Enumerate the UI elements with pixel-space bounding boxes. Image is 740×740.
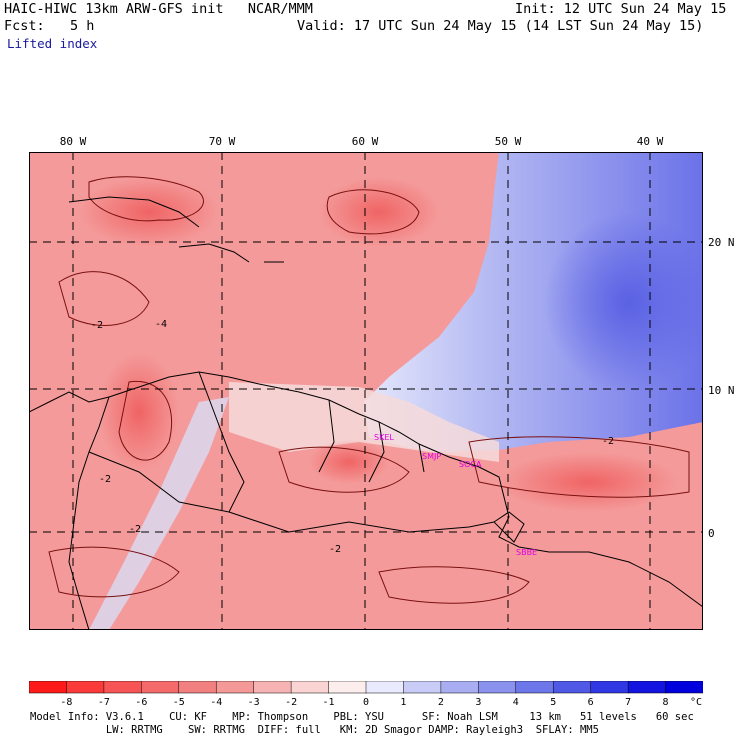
unstable-area-atlantic [319,177,439,247]
lon-label-50w: 50 W [494,135,522,148]
contour-label: -2 [602,436,614,447]
colorbar-swatch [552,681,592,694]
colorbar-tick-label: -7 [98,697,110,707]
lat-label-equator: 0 [708,527,715,540]
lon-label-60w: 60 W [351,135,379,148]
lon-label-40w: 40 W [636,135,664,148]
forecast-hour: 5 h [70,18,95,34]
colorbar-swatch [290,681,330,694]
station-skel: SKEL [374,433,394,442]
colorbar-swatch [141,681,180,694]
init-time: Init: 12 UTC Sun 24 May 15 [515,1,727,17]
colorbar-tick-label: -4 [210,697,222,707]
colorbar-swatch [29,681,68,694]
colorbar-swatch [590,681,629,694]
colorbar-tick-label: -8 [60,697,72,707]
colorbar-tick-label: -2 [285,697,297,707]
colorbar-tick-label: 1 [400,697,406,707]
contour-label: -2 [91,320,103,331]
colorbar-tick-label: -3 [248,697,260,707]
colorbar-tick-label: -5 [173,697,185,707]
lon-label-80w: 80 W [59,135,87,148]
lifted-index-map: -2 -4 -2 -2 -2 -2 SKEL SMJP SOCA SBBE [29,152,703,630]
colorbar: -8 -7 -6 -5 -4 -3 -2 -1 0 1 2 3 4 5 6 7 8 °C [29,681,703,707]
colorbar-tick-label: 4 [513,697,519,707]
forecast-label: Fcst: [4,18,45,34]
colorbar-tick-label: 2 [438,697,444,707]
colorbar-tick-label: -1 [323,697,335,707]
colorbar-swatch [365,681,405,694]
unstable-area-cuba [79,177,219,247]
colorbar-swatch [665,681,703,694]
colorbar-swatch [403,681,442,694]
map-frame [29,152,703,630]
model-info-line-1: Model Info: V3.6.1 CU: KF MP: Thompson P… [30,711,694,723]
station-sbbe: SBBE [516,548,537,557]
neutral-andes [89,397,229,630]
station-soca: SOCA [459,460,482,469]
colorbar-swatch [103,681,143,694]
lat-label-20n: 20 N [708,236,735,249]
colorbar-tick-label: -6 [135,697,147,707]
lon-label-70w: 70 W [208,135,236,148]
model-info-line-2: LW: RRTMG SW: RRTMG DIFF: full KM: 2D Sm… [30,724,599,736]
field-name: Lifted index [7,36,98,51]
unstable-area-colombia [99,352,179,472]
lat-label-10n: 10 N [708,384,735,397]
colorbar-swatch [328,681,367,694]
colorbar-tick-label: 5 [550,697,556,707]
colorbar-swatch [478,681,517,694]
unstable-area-brazil [499,452,679,512]
contours [48,176,690,604]
colorbar-swatch [627,681,667,694]
contour-label: -2 [99,474,111,485]
station-smjp: SMJP [422,452,441,461]
coastlines [29,196,703,630]
colorbar-swatch [515,681,554,694]
colorbar-tick-label: 7 [625,697,631,707]
neutral-band [229,382,499,462]
colorbar-swatch [178,681,217,694]
stable-core [544,212,703,392]
colorbar-swatch [215,681,255,694]
lat-lon-grid [29,152,703,630]
colorbar-tick-label: 8 [663,697,669,707]
colorbar-swatch [440,681,480,694]
contour-label: -2 [329,544,341,555]
colorbar-swatch [66,681,105,694]
contour-label: -2 [129,524,141,535]
colorbar-swatch [253,681,292,694]
colorbar-tick-label: 3 [475,697,481,707]
contour-label: -4 [155,319,167,330]
colorbar-tick-label: 0 [363,697,369,707]
colorbar-unit: °C [690,697,702,707]
model-title: HAIC-HIWC 13km ARW-GFS init NCAR/MMM [4,1,313,17]
valid-time: Valid: 17 UTC Sun 24 May 15 (14 LST Sun … [297,18,704,34]
colorbar-tick-label: 6 [588,697,594,707]
